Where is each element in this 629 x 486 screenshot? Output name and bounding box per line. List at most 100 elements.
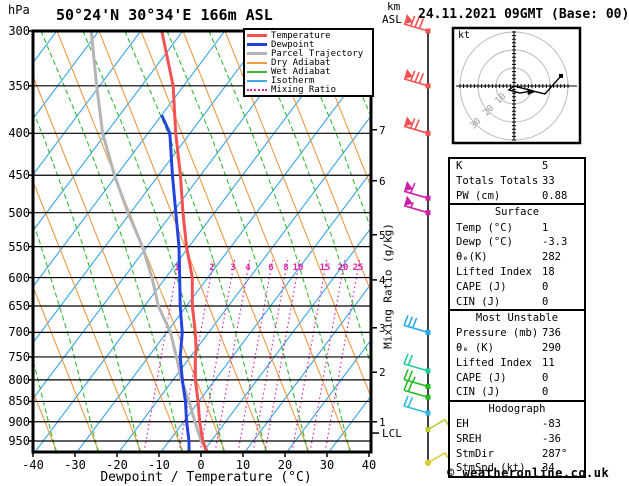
- wind-barb: [424, 452, 449, 466]
- wind-barb: [403, 68, 431, 89]
- most-unstable-box: Most Unstable Pressure (mb) 736 θₑ (K) 290…: [448, 308, 586, 402]
- legend-item-dry-adiabat: Dry Adiabat: [247, 58, 370, 68]
- background-grid: [34, 32, 370, 451]
- km-tick-label: 4: [379, 273, 386, 287]
- wind-barb: [425, 418, 451, 433]
- wet-adiabat-line: [292, 32, 370, 228]
- pressure-unit-label: hPa: [8, 3, 30, 17]
- wet-adiabat-line: [334, 32, 370, 116]
- temp-tick-label: 0: [197, 458, 205, 472]
- km-tick-label: 3: [379, 321, 386, 335]
- wet-adiabat-line: [82, 32, 225, 451]
- altitude-unit-km-label: km: [387, 0, 401, 13]
- wet-adiabat-line: [34, 112, 141, 451]
- legend-box: Temperature Dewpoint Parcel Trajectory D…: [243, 28, 374, 97]
- stat-row: Lifted Index 18: [456, 265, 555, 278]
- wet-adiabat-line: [208, 32, 351, 451]
- temp-tick-label: -20: [106, 458, 128, 472]
- pressure-tick-label: 750: [8, 349, 30, 364]
- wind-barb: [403, 379, 431, 400]
- mixing-ratio-line: [199, 257, 236, 451]
- km-tick-label: 7: [379, 123, 386, 137]
- mixing-ratio-line-sample-icon: [247, 88, 267, 91]
- wind-barb: [403, 116, 431, 136]
- stat-row: PW (cm) 0.88: [456, 189, 568, 202]
- temperature-curve: [160, 30, 209, 453]
- pressure-tick-label: 850: [8, 394, 30, 409]
- dry-adiabat-line: [140, 32, 310, 451]
- x-axis-title: Dewpoint / Temperature (°C): [100, 470, 312, 485]
- lcl-label: LCL: [382, 427, 402, 440]
- hodograph-unit-label: kt: [458, 30, 471, 41]
- dry-adiabat-line: [308, 32, 370, 186]
- storm-motion-line: [507, 85, 532, 94]
- isotherm-line: [287, 340, 370, 451]
- isotherm-line: [203, 228, 370, 451]
- stat-row: Pressure (mb) 736: [456, 327, 561, 340]
- storm-motion-arrowhead: [526, 88, 535, 96]
- temp-tick-label: -10: [148, 458, 170, 472]
- isotherm-line: [34, 32, 351, 451]
- isotherm-line: [34, 32, 141, 175]
- wet-adiabat-line-sample-icon: [247, 70, 267, 73]
- legend-item-temperature: Temperature: [247, 31, 370, 41]
- isotherm-line: [34, 32, 267, 343]
- km-tick-label: 5: [379, 228, 386, 242]
- temp-tick-label: -40: [22, 458, 44, 472]
- pressure-tick-label: 550: [8, 239, 30, 254]
- temp-tick-label: 40: [361, 458, 377, 472]
- surface-box: Surface Temp (°C) 1 Dewp (°C) -3.3 θₑ(K) 28…: [448, 203, 586, 311]
- wind-barb: [403, 353, 431, 374]
- temperature-line-sample-icon: [247, 34, 267, 37]
- stat-row: StmDir 287°: [456, 447, 568, 460]
- pressure-tick-label: 800: [8, 372, 30, 387]
- wet-adiabat-line: [250, 32, 370, 366]
- pressure-tick-label: 600: [8, 270, 30, 285]
- stat-row: CIN (J) 0: [456, 295, 549, 308]
- mixing-ratio-value-label: 1: [174, 263, 180, 273]
- isotherm-line: [34, 32, 309, 399]
- isotherm-line: [34, 32, 225, 287]
- altitude-unit-asl-label: ASL: [382, 13, 402, 26]
- temp-tick-label: 10: [235, 458, 251, 472]
- legend-item-wet-adiabat: Wet Adiabat: [247, 67, 370, 77]
- wet-adiabat-line: [40, 32, 183, 451]
- plot-border: [31, 29, 373, 454]
- wind-barb: [403, 395, 431, 416]
- mixing-ratio-value-label: 15: [319, 263, 331, 273]
- isotherm-line: [245, 284, 370, 451]
- pressure-tick-label: 300: [8, 24, 30, 38]
- temp-tick-label: -30: [64, 458, 86, 472]
- pressure-tick-label: 450: [8, 168, 30, 183]
- dry-adiabat-line: [224, 32, 370, 396]
- pressure-tick-label: 350: [8, 78, 30, 93]
- pressure-tick-label: 400: [8, 126, 30, 141]
- wet-adiabat-line: [166, 32, 309, 451]
- mixing-ratio-line: [178, 257, 215, 451]
- dry-adiabat-line-sample-icon: [247, 61, 267, 64]
- isotherm-line: [76, 60, 370, 451]
- mixing-ratio-value-label: 20: [337, 263, 349, 273]
- dry-adiabat-line: [266, 32, 370, 291]
- wet-adiabat-line: [34, 224, 99, 451]
- pressure-tick-label: 900: [8, 414, 30, 429]
- dry-adiabat-line: [182, 32, 352, 451]
- legend-item-parcel: Parcel Trajectory: [247, 49, 370, 59]
- mixing-ratio-line: [291, 257, 328, 451]
- mixing-ratio-value-label: 8: [283, 263, 289, 273]
- stat-row: Totals Totals 33: [456, 175, 555, 188]
- stat-row: θₑ (K) 290: [456, 341, 561, 354]
- pressure-tick-label: 950: [8, 434, 30, 448]
- legend-item-dewpoint: Dewpoint: [247, 40, 370, 50]
- mixing-ratio-line: [252, 257, 289, 451]
- isotherm-line: [34, 32, 99, 119]
- surface-header: Surface: [494, 206, 540, 219]
- stat-row: CIN (J) 0: [456, 386, 549, 399]
- dewpoint-curve: [160, 114, 191, 453]
- mixing-ratio-value-label: 10: [292, 263, 304, 273]
